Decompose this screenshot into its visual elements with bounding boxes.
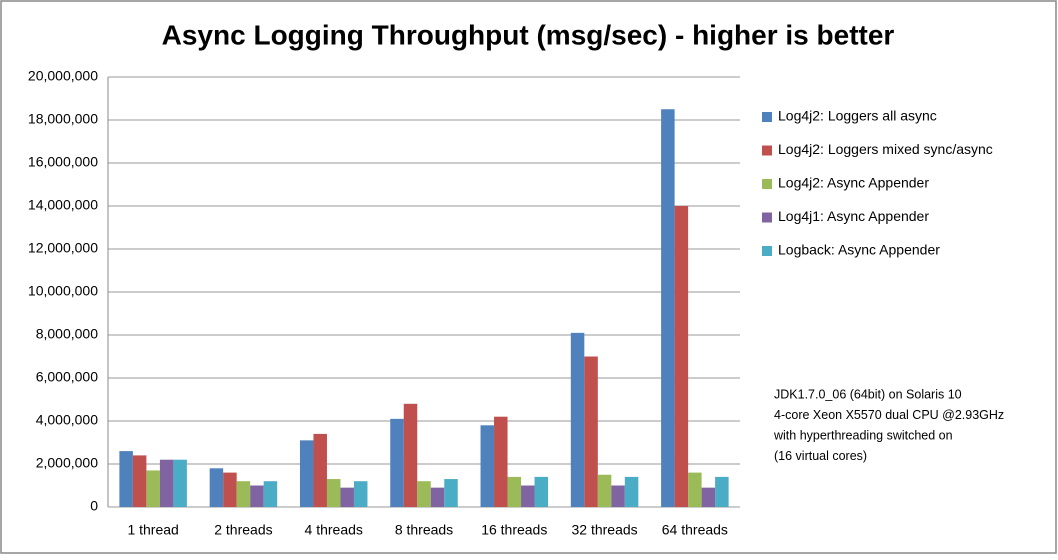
bar: [326, 479, 341, 507]
legend-swatch: [762, 179, 772, 189]
y-tick-label: 8,000,000: [36, 326, 98, 342]
legend-swatch: [762, 212, 772, 223]
annotation: 4-core Xeon X5570 dual CPU @2.93GHz: [774, 408, 1004, 422]
bar: [250, 485, 264, 507]
x-tick-label: 4 threads: [305, 522, 363, 538]
bar: [597, 474, 612, 507]
legend-swatch: [762, 112, 772, 122]
bar: [353, 481, 368, 507]
legend-label: Log4j1: Async Appender: [778, 208, 929, 224]
y-tick-label: 2,000,000: [36, 455, 98, 471]
bar: [494, 416, 508, 507]
bar: [521, 485, 535, 507]
x-tick-label: 8 threads: [395, 522, 453, 538]
legend-label: Log4j2: Loggers mixed sync/async: [778, 141, 993, 157]
chart-title: Async Logging Throughput (msg/sec) - hig…: [162, 19, 895, 50]
annotation: with hyperthreading switched on: [773, 428, 953, 442]
bar: [430, 487, 445, 507]
bar: [403, 403, 418, 507]
bar: [661, 109, 675, 507]
bar: [299, 440, 314, 507]
y-tick-label: 20,000,000: [28, 68, 98, 84]
bar: [132, 455, 147, 507]
bar: [584, 356, 598, 507]
legend-swatch: [762, 145, 772, 156]
bar: [313, 433, 327, 507]
bar: [534, 476, 549, 507]
bar: [444, 479, 458, 507]
annotation: (16 virtual cores): [774, 449, 867, 463]
x-tick-label: 2 threads: [214, 522, 272, 538]
y-tick-label: 10,000,000: [28, 283, 98, 299]
bar: [159, 459, 174, 507]
bar: [480, 425, 495, 507]
y-tick-label: 14,000,000: [28, 197, 98, 213]
bar: [390, 418, 404, 507]
bar: [223, 472, 237, 507]
bar: [507, 476, 522, 507]
legend-swatch: [762, 246, 772, 256]
y-tick-label: 12,000,000: [28, 240, 98, 256]
bar: [119, 451, 133, 507]
bar: [624, 476, 639, 507]
y-tick-label: 6,000,000: [36, 369, 98, 385]
bar: [417, 481, 431, 507]
bar: [715, 476, 729, 507]
x-tick-label: 1 thread: [127, 522, 178, 538]
bar: [146, 470, 160, 507]
bar: [674, 206, 689, 507]
y-tick-label: 18,000,000: [28, 111, 98, 127]
annotation: JDK1.7.0_06 (64bit) on Solaris 10: [774, 387, 962, 401]
bar: [236, 481, 251, 507]
legend-label: Log4j2: Loggers all async: [778, 108, 937, 124]
bar: [611, 485, 625, 507]
y-tick-label: 0: [90, 498, 98, 514]
x-tick-label: 64 threads: [662, 522, 728, 538]
x-tick-label: 16 threads: [481, 522, 547, 538]
bar: [209, 468, 224, 507]
bar: [173, 459, 187, 507]
bar: [688, 472, 702, 507]
y-tick-label: 4,000,000: [36, 412, 98, 428]
bar: [263, 481, 278, 507]
legend-label: Log4j2: Async Appender: [778, 175, 929, 191]
legend-label: Logback: Async Appender: [778, 242, 940, 258]
x-tick-label: 32 threads: [571, 522, 637, 538]
bar: [701, 487, 716, 507]
bar: [340, 487, 354, 507]
y-tick-label: 16,000,000: [28, 154, 98, 170]
bar: [570, 332, 585, 507]
